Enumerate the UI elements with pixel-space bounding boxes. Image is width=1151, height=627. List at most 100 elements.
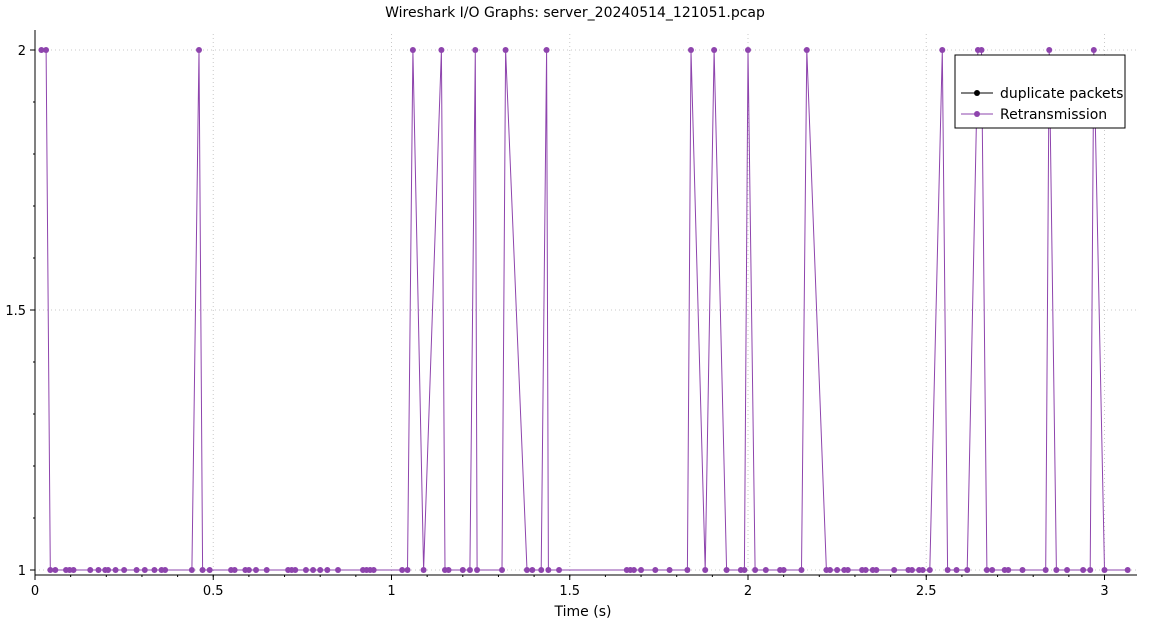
data-point-1 bbox=[335, 567, 342, 573]
plot-area[interactable] bbox=[38, 0, 1131, 573]
y-tick-label: 1 bbox=[18, 564, 26, 579]
data-point-1 bbox=[317, 567, 324, 573]
data-point-1 bbox=[404, 567, 411, 573]
x-tick-label: 0.5 bbox=[203, 584, 224, 599]
x-tick-label: 2 bbox=[744, 584, 752, 599]
data-point-1 bbox=[502, 47, 509, 53]
data-point-1 bbox=[112, 567, 119, 573]
data-point-1 bbox=[538, 567, 545, 573]
data-point-1 bbox=[844, 567, 851, 573]
data-point-1 bbox=[798, 567, 805, 573]
x-axis-label: Time (s) bbox=[554, 604, 612, 620]
legend-label: Retransmission bbox=[1000, 107, 1107, 123]
data-point-1 bbox=[151, 567, 158, 573]
data-point-1 bbox=[231, 567, 238, 573]
data-point-1 bbox=[862, 567, 869, 573]
data-point-1 bbox=[652, 567, 659, 573]
x-tick-label: 2.5 bbox=[916, 584, 937, 599]
data-point-1 bbox=[803, 47, 810, 53]
data-point-1 bbox=[121, 567, 128, 573]
data-point-1 bbox=[529, 567, 536, 573]
data-point-1 bbox=[206, 567, 213, 573]
data-point-1 bbox=[52, 567, 59, 573]
data-point-1 bbox=[245, 567, 252, 573]
data-point-1 bbox=[723, 567, 730, 573]
data-point-1 bbox=[499, 567, 506, 573]
y-tick-label: 1.5 bbox=[5, 304, 26, 319]
data-point-1 bbox=[545, 567, 552, 573]
data-point-1 bbox=[762, 567, 769, 573]
data-point-1 bbox=[1042, 567, 1049, 573]
data-point-1 bbox=[420, 567, 427, 573]
x-tick-label: 1 bbox=[387, 584, 395, 599]
data-point-1 bbox=[1080, 567, 1087, 573]
legend-swatch-marker bbox=[974, 90, 980, 96]
data-point-1 bbox=[684, 567, 691, 573]
data-point-1 bbox=[1005, 567, 1012, 573]
data-point-1 bbox=[1101, 567, 1108, 573]
data-point-1 bbox=[466, 567, 473, 573]
data-point-1 bbox=[543, 47, 550, 53]
series-line-1 bbox=[41, 49, 1128, 571]
chart-title: Wireshark I/O Graphs: server_20240514_12… bbox=[385, 5, 765, 21]
legend: duplicate packets Retransmission bbox=[954, 54, 1126, 129]
data-point-1 bbox=[556, 567, 563, 573]
data-point-1 bbox=[944, 567, 951, 573]
data-point-1 bbox=[939, 47, 946, 53]
data-point-1 bbox=[666, 567, 673, 573]
data-point-1 bbox=[891, 567, 898, 573]
data-point-1 bbox=[263, 567, 270, 573]
data-point-1 bbox=[745, 47, 751, 53]
data-point-1 bbox=[370, 567, 377, 573]
data-point-1 bbox=[195, 47, 202, 53]
data-point-1 bbox=[438, 47, 445, 53]
data-point-1 bbox=[964, 567, 971, 573]
x-tick-label: 1.5 bbox=[559, 584, 580, 599]
data-point-1 bbox=[199, 567, 206, 573]
data-point-1 bbox=[459, 567, 466, 573]
data-point-1 bbox=[702, 567, 709, 573]
data-point-1 bbox=[1087, 567, 1094, 573]
data-point-1 bbox=[687, 47, 694, 53]
data-point-1 bbox=[474, 567, 481, 573]
data-point-1 bbox=[87, 567, 94, 573]
data-point-1 bbox=[919, 567, 926, 573]
legend-box bbox=[954, 54, 1126, 129]
x-tick-label: 3 bbox=[1100, 584, 1108, 599]
data-point-1 bbox=[310, 567, 317, 573]
data-point-1 bbox=[983, 567, 990, 573]
data-point-1 bbox=[780, 567, 787, 573]
data-point-1 bbox=[70, 567, 77, 573]
data-point-1 bbox=[1090, 47, 1097, 53]
data-point-1 bbox=[711, 47, 718, 53]
axes: 11.522.5300.511.522.53 bbox=[5, 30, 1137, 599]
data-point-1 bbox=[409, 47, 416, 53]
data-point-1 bbox=[1064, 567, 1071, 573]
data-point-1 bbox=[95, 567, 102, 573]
data-point-1 bbox=[908, 567, 915, 573]
data-point-1 bbox=[630, 567, 637, 573]
data-point-1 bbox=[292, 567, 299, 573]
data-point-1 bbox=[978, 47, 985, 53]
data-point-1 bbox=[43, 47, 50, 53]
data-point-1 bbox=[741, 567, 748, 573]
data-point-1 bbox=[302, 567, 309, 573]
data-point-1 bbox=[826, 567, 833, 573]
data-point-1 bbox=[834, 567, 841, 573]
data-point-1 bbox=[445, 567, 452, 573]
data-point-1 bbox=[926, 567, 933, 573]
legend-label: duplicate packets bbox=[1000, 86, 1123, 102]
data-point-1 bbox=[188, 567, 195, 573]
data-point-1 bbox=[1124, 567, 1131, 573]
data-point-1 bbox=[638, 567, 645, 573]
data-point-1 bbox=[324, 567, 331, 573]
data-point-1 bbox=[38, 47, 45, 53]
data-point-1 bbox=[523, 567, 530, 573]
data-point-1 bbox=[989, 567, 996, 573]
data-point-1 bbox=[47, 567, 54, 573]
data-point-1 bbox=[873, 567, 880, 573]
data-point-1 bbox=[1046, 47, 1053, 53]
data-point-1 bbox=[399, 567, 406, 573]
data-point-1 bbox=[953, 567, 960, 573]
